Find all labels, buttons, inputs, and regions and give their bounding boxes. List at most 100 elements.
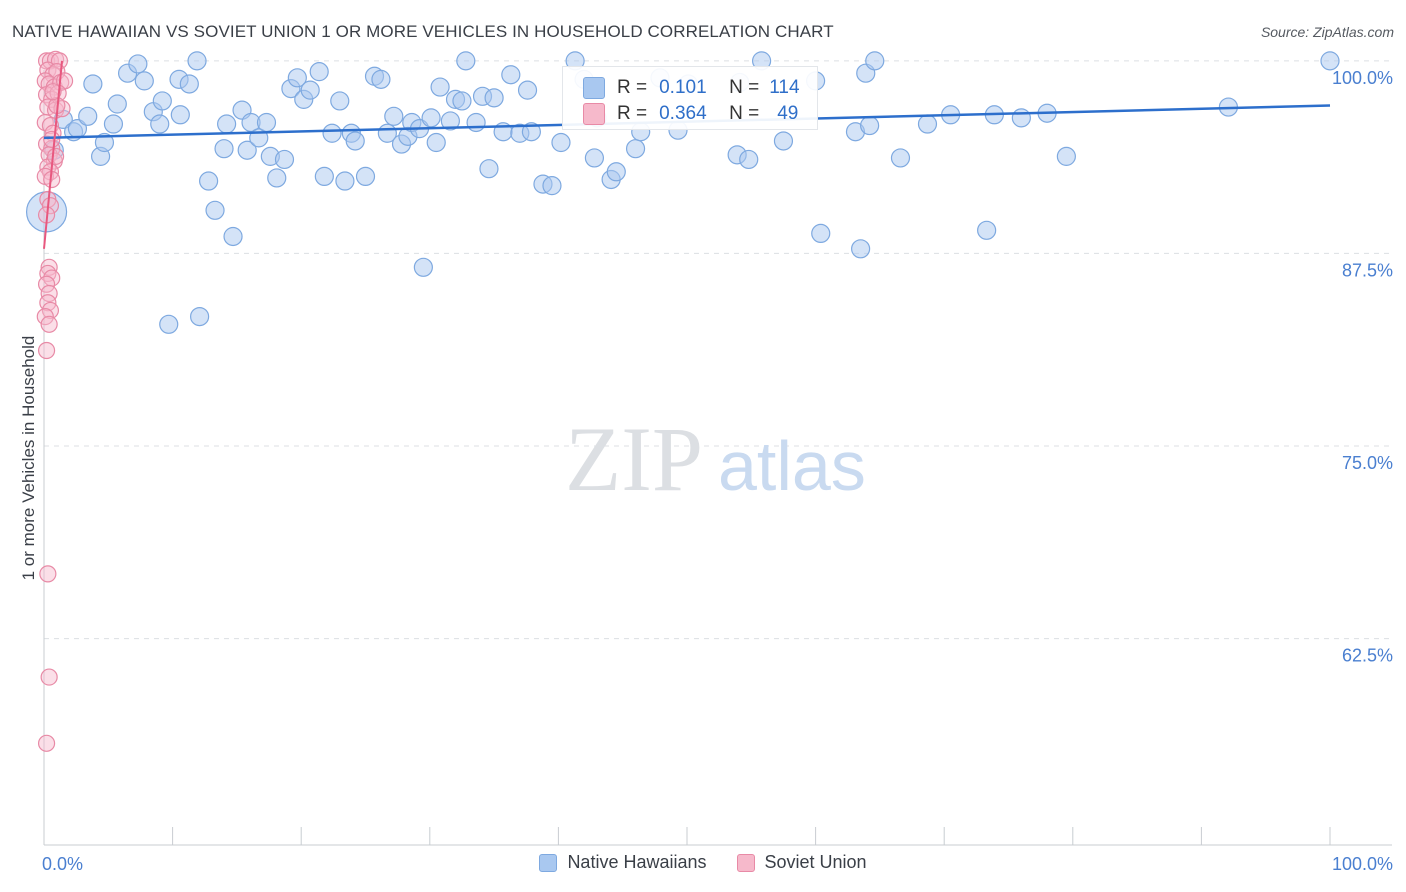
data-point-native-hawaiians xyxy=(274,149,295,170)
data-point-native-hawaiians xyxy=(267,168,287,188)
r-label: R = xyxy=(617,103,648,124)
data-point-native-hawaiians xyxy=(159,314,179,334)
stats-legend-box: R = 0.101 N = 114 R = 0.364 N = 49 xyxy=(562,66,818,130)
data-point-native-hawaiians xyxy=(1056,146,1076,166)
chart-source: Source: ZipAtlas.com xyxy=(1260,24,1394,40)
x-tick-label-min: 0.0% xyxy=(42,854,83,874)
blue-swatch xyxy=(583,77,605,99)
series-soviet-union xyxy=(36,50,74,752)
data-point-soviet-union xyxy=(44,83,62,101)
data-point-native-hawaiians xyxy=(413,257,433,277)
data-point-native-hawaiians xyxy=(584,148,605,168)
x-tick-label-max: 100.0% xyxy=(1332,854,1393,874)
data-point-native-hawaiians xyxy=(521,122,541,142)
stats-row-native-hawaiians: R = 0.101 N = 114 xyxy=(583,75,800,101)
data-point-native-hawaiians xyxy=(187,51,207,71)
data-point-native-hawaiians xyxy=(287,68,307,88)
data-point-native-hawaiians xyxy=(430,77,450,97)
data-point-native-hawaiians xyxy=(179,74,199,94)
pink-swatch xyxy=(583,103,605,125)
data-point-native-hawaiians xyxy=(78,106,98,126)
blue-swatch xyxy=(539,853,558,872)
data-point-native-hawaiians xyxy=(205,200,225,220)
trend-line-soviet-union xyxy=(43,60,63,249)
data-point-native-hawaiians xyxy=(322,123,342,143)
data-point-native-hawaiians xyxy=(890,148,911,168)
legend-label: Native Hawaiians xyxy=(567,852,707,872)
legend-item-native-hawaiians[interactable]: Native Hawaiians xyxy=(539,852,707,873)
data-point-native-hawaiians xyxy=(384,106,404,126)
data-point-native-hawaiians xyxy=(83,74,103,94)
n-label: N = xyxy=(729,103,760,124)
data-point-native-hawaiians xyxy=(501,65,521,85)
y-tick-label: 75.0% xyxy=(1342,453,1393,473)
data-point-native-hawaiians xyxy=(773,131,794,151)
data-point-native-hawaiians xyxy=(466,112,486,133)
data-point-soviet-union xyxy=(40,668,58,686)
data-point-native-hawaiians xyxy=(214,139,234,159)
data-point-soviet-union xyxy=(41,197,60,215)
data-point-native-hawaiians xyxy=(917,114,938,134)
data-point-soviet-union xyxy=(43,130,61,149)
data-point-native-hawaiians xyxy=(551,132,571,153)
data-point-native-hawaiians xyxy=(330,91,350,111)
data-point-native-hawaiians xyxy=(152,91,172,111)
data-point-soviet-union xyxy=(46,147,65,165)
n-value: 49 xyxy=(777,103,799,124)
data-point-native-hawaiians xyxy=(865,51,885,71)
data-point-native-hawaiians xyxy=(977,220,997,240)
data-point-native-hawaiians xyxy=(94,132,115,153)
bottom-legend: Native Hawaiians Soviet Union xyxy=(0,852,1406,873)
chart-title: NATIVE HAWAIIAN VS SOVIET UNION 1 OR MOR… xyxy=(12,22,834,41)
r-value: 0.101 xyxy=(659,77,707,98)
data-point-native-hawaiians xyxy=(107,94,127,114)
legend-label: Soviet Union xyxy=(764,852,867,872)
n-label: N = xyxy=(729,77,760,98)
data-point-native-hawaiians xyxy=(128,54,148,74)
data-point-soviet-union xyxy=(40,258,58,276)
label-layer: 100.0% 87.5% 75.0% 62.5% 0.0% 100.0% xyxy=(42,68,1393,874)
data-point-native-hawaiians xyxy=(625,139,646,159)
data-point-native-hawaiians xyxy=(150,114,170,134)
grid-layer xyxy=(44,60,1392,640)
data-point-native-hawaiians xyxy=(300,80,320,100)
data-point-soviet-union xyxy=(37,341,56,360)
data-point-soviet-union xyxy=(50,52,69,70)
data-point-native-hawaiians xyxy=(309,62,329,82)
r-label: R = xyxy=(617,77,648,98)
data-point-native-hawaiians xyxy=(237,140,257,160)
watermark-atlas: atlas xyxy=(718,427,866,505)
data-point-native-hawaiians xyxy=(1320,51,1340,71)
data-point-native-hawaiians xyxy=(345,131,365,151)
data-point-native-hawaiians xyxy=(542,176,562,196)
data-point-soviet-union xyxy=(37,734,56,752)
data-point-native-hawaiians xyxy=(355,166,376,187)
y-tick-label: 100.0% xyxy=(1332,68,1393,88)
data-point-native-hawaiians xyxy=(371,69,391,89)
data-point-soviet-union xyxy=(39,565,57,583)
data-point-soviet-union xyxy=(40,315,58,333)
data-point-native-hawaiians xyxy=(134,71,154,91)
stats-row-soviet-union: R = 0.364 N = 49 xyxy=(583,101,798,127)
data-point-native-hawaiians xyxy=(606,162,626,182)
data-point-native-hawaiians xyxy=(223,226,243,247)
data-point-native-hawaiians xyxy=(851,239,871,259)
r-value: 0.364 xyxy=(659,103,707,124)
watermark: ZIP atlas xyxy=(565,408,866,510)
data-point-native-hawaiians xyxy=(456,51,476,71)
data-point-native-hawaiians xyxy=(256,112,277,133)
data-point-native-hawaiians xyxy=(739,149,759,170)
data-point-native-hawaiians xyxy=(426,132,446,153)
data-point-native-hawaiians xyxy=(199,171,219,191)
data-point-native-hawaiians xyxy=(170,105,190,125)
data-point-native-hawaiians xyxy=(190,306,210,327)
data-point-native-hawaiians xyxy=(440,111,460,131)
n-value: 114 xyxy=(769,77,800,98)
pink-swatch xyxy=(736,853,755,872)
data-point-native-hawaiians xyxy=(217,114,237,134)
data-point-native-hawaiians xyxy=(103,114,124,134)
data-point-native-hawaiians xyxy=(314,166,334,187)
legend-item-soviet-union[interactable]: Soviet Union xyxy=(736,852,867,873)
watermark-zip: ZIP xyxy=(565,408,703,510)
